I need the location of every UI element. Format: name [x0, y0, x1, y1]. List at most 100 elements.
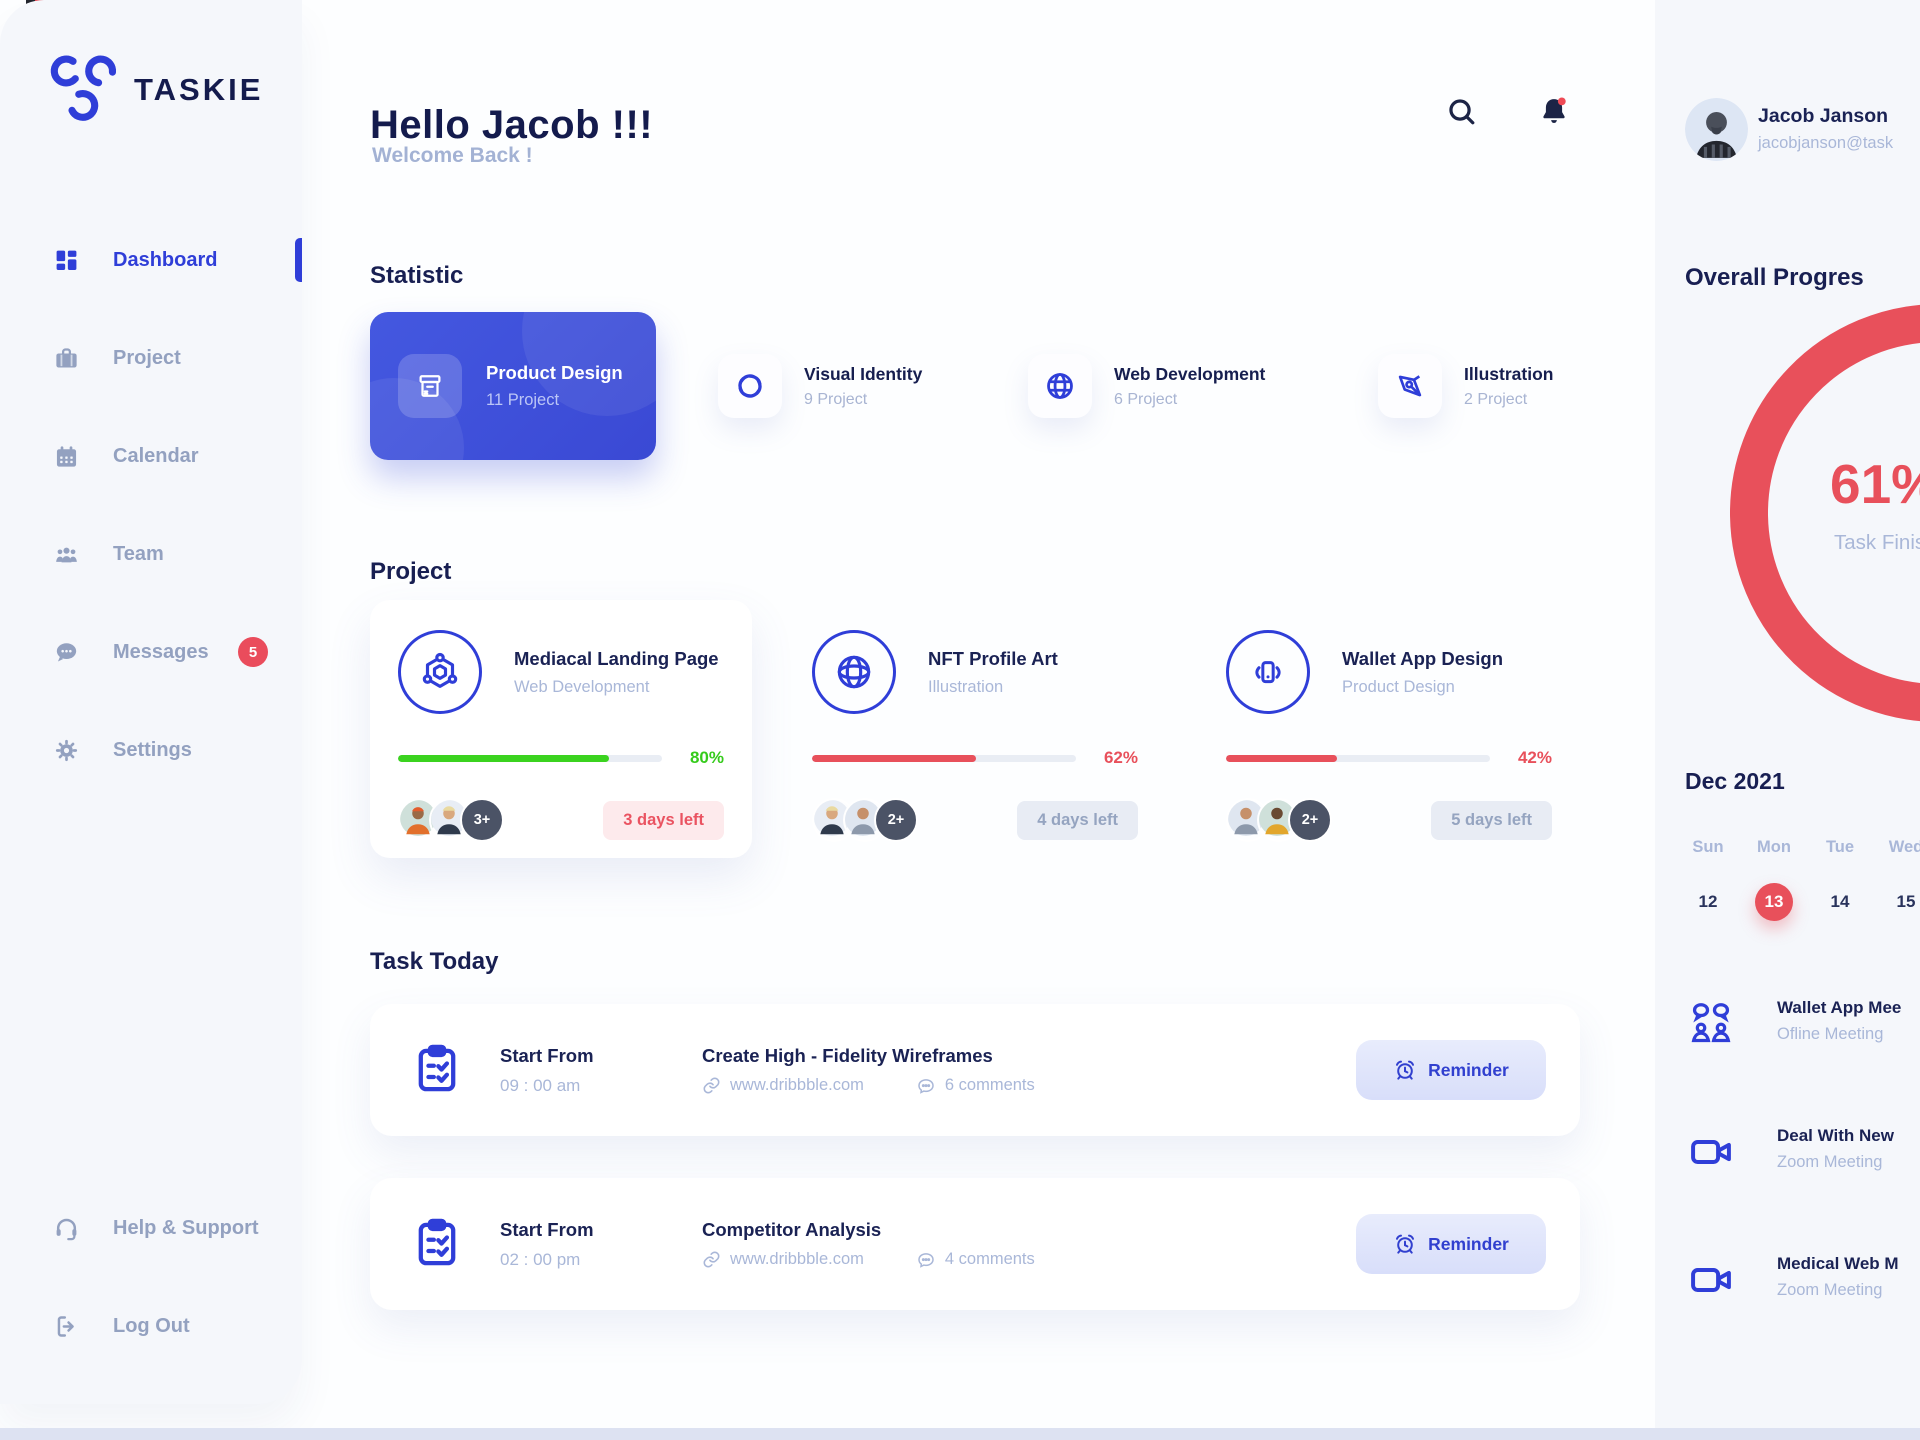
bell-icon: [1543, 97, 1566, 123]
video-camera-icon: [1685, 1126, 1737, 1178]
project-heading: Project: [370, 557, 452, 585]
stat-count: 6 Project: [1114, 390, 1178, 408]
statistic-row: Product Design 11 Project V: [370, 312, 1660, 460]
notifications-button[interactable]: [1532, 90, 1576, 134]
member-avatars: 2+: [812, 798, 918, 842]
progress-fill: [812, 754, 976, 762]
progress-percent: 42%: [1517, 748, 1552, 767]
stat-card-illustration[interactable]: Illustration 2 Project: [1378, 354, 1553, 418]
reminder-button[interactable]: Reminder: [1356, 1040, 1546, 1100]
overall-progress-percent: 61%: [1830, 453, 1920, 515]
sidebar-item-label: Messages: [113, 640, 209, 663]
extra-members-badge: 2+: [1288, 798, 1332, 842]
link-icon: [702, 1076, 721, 1095]
user-avatar[interactable]: [1685, 98, 1748, 161]
extra-members-badge: 3+: [460, 798, 504, 842]
sidebar-item-logout[interactable]: Log Out: [0, 1304, 302, 1348]
sidebar-item-label: Log Out: [113, 1314, 190, 1337]
sphere-icon: [812, 630, 896, 714]
sidebar-item-label: Settings: [113, 738, 192, 761]
task-time: 02 : 00 pm: [500, 1249, 581, 1269]
project-card[interactable]: Mediacal Landing Page Web Development 80…: [370, 600, 752, 858]
task-title: Create High - Fidelity Wireframes: [702, 1044, 993, 1066]
meeting-item[interactable]: Wallet App Mee Ofline Meeting: [1685, 998, 1901, 1050]
meeting-item[interactable]: Deal With New Zoom Meeting: [1685, 1126, 1894, 1178]
project-card[interactable]: NFT Profile Art Illustration 62%: [784, 600, 1166, 858]
sidebar-item-project[interactable]: Project: [0, 336, 302, 380]
calendar-date-selected[interactable]: 13: [1741, 883, 1807, 921]
meeting-item[interactable]: Medical Web M Zoom Meeting: [1685, 1254, 1899, 1306]
sidebar-item-team[interactable]: Team: [0, 532, 302, 576]
globe-icon: [1028, 354, 1092, 418]
chat-bubble-icon: [52, 638, 80, 666]
reminder-label: Reminder: [1428, 1059, 1509, 1080]
mini-calendar: Sun Mon Tue Wed 12 13 14 15: [1675, 838, 1920, 921]
calendar-date[interactable]: 14: [1830, 892, 1850, 911]
package-icon: [398, 354, 462, 418]
progress-fill: [398, 754, 610, 762]
stat-card-visual-identity[interactable]: Visual Identity 9 Project: [718, 354, 922, 418]
sidebar-item-messages[interactable]: Messages 5: [0, 630, 302, 674]
avatar: [429, 798, 473, 842]
calendar-day-header: Sun: [1692, 838, 1724, 856]
task-row: Start From 02 : 00 pm Competitor Analysi…: [370, 1178, 1580, 1310]
project-category: Illustration: [928, 677, 1004, 696]
sidebar-item-label: Calendar: [113, 444, 199, 467]
overall-progress-heading: Overall Progres: [1685, 263, 1864, 291]
days-left-pill: 4 days left: [1017, 800, 1138, 840]
briefcase-icon: [52, 344, 80, 372]
task-comments[interactable]: 6 comments: [944, 1076, 1035, 1094]
project-category: Web Development: [514, 677, 650, 696]
sidebar-item-label: Dashboard: [113, 248, 218, 271]
meeting-title: Wallet App Mee: [1777, 998, 1902, 1017]
swirl-icon: [718, 354, 782, 418]
overall-progress-caption: Task Finis: [1834, 531, 1920, 554]
stat-card-web-development[interactable]: Web Development 6 Project: [1028, 354, 1265, 418]
right-panel: Jacob Janson jacobjanson@task Overall Pr…: [1655, 0, 1920, 1428]
calendar-day-header: Mon: [1757, 838, 1791, 856]
phone-waves-icon: [1226, 630, 1310, 714]
sidebar-item-help-support[interactable]: Help & Support: [0, 1206, 302, 1250]
meeting-type: Zoom Meeting: [1777, 1281, 1883, 1299]
member-avatars: 3+: [398, 798, 504, 842]
calendar-date[interactable]: 15: [1896, 892, 1916, 911]
clipboard-icon: [410, 1215, 464, 1274]
stat-count: 11 Project: [486, 391, 560, 409]
project-title: Mediacal Landing Page: [514, 647, 719, 669]
stat-card-product-design[interactable]: Product Design 11 Project: [370, 312, 656, 460]
extra-members-badge: 2+: [874, 798, 918, 842]
reminder-label: Reminder: [1428, 1233, 1509, 1254]
sidebar-item-calendar[interactable]: Calendar: [0, 434, 302, 478]
project-category: Product Design: [1342, 677, 1455, 696]
task-comments[interactable]: 4 comments: [944, 1250, 1035, 1268]
profile-name: Jacob Janson: [1758, 105, 1889, 127]
calendar-date[interactable]: 12: [1698, 892, 1718, 911]
sidebar-nav: Dashboard Project: [0, 238, 302, 826]
sidebar-item-settings[interactable]: Settings: [0, 728, 302, 772]
task-link[interactable]: www.dribbble.com: [730, 1076, 864, 1094]
search-button[interactable]: [1440, 90, 1484, 134]
calendar-icon: [52, 442, 80, 470]
page-greeting: Hello Jacob !!!: [370, 102, 654, 147]
calendar-month: Dec 2021: [1685, 768, 1785, 794]
task-link[interactable]: www.dribbble.com: [730, 1250, 864, 1268]
reminder-button[interactable]: Reminder: [1356, 1214, 1546, 1274]
messages-count-badge: 5: [238, 637, 268, 667]
brand-logo: TASKIE: [46, 52, 263, 128]
dashboard-grid-icon: [52, 246, 80, 274]
task-today-heading: Task Today: [370, 947, 499, 975]
calendar-day-header: Tue: [1825, 838, 1855, 856]
logout-icon: [52, 1312, 80, 1340]
profile-email: jacobjanson@task: [1758, 134, 1894, 152]
task-start-label: Start From: [500, 1218, 594, 1240]
stat-count: 2 Project: [1464, 390, 1528, 408]
project-card[interactable]: Wallet App Design Product Design 42%: [1198, 600, 1580, 858]
project-title: Wallet App Design: [1342, 647, 1504, 669]
pen-tool-icon: [1378, 354, 1442, 418]
people-chat-icon: [1685, 998, 1737, 1050]
overall-progress-ring: [1730, 304, 1920, 722]
sidebar-item-dashboard[interactable]: Dashboard: [0, 238, 302, 282]
alarm-clock-icon: [1396, 1234, 1415, 1254]
progress-track: [398, 754, 662, 762]
